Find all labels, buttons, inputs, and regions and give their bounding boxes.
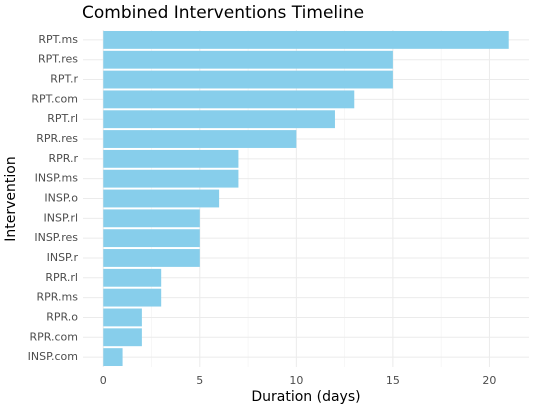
y-tick-label: INSP.r — [47, 251, 79, 264]
y-tick-label: RPR.com — [29, 330, 78, 343]
y-axis-title: Intervention — [3, 156, 19, 241]
y-tick-label: RPR.r — [48, 152, 78, 165]
bar — [103, 110, 335, 129]
bar — [103, 149, 239, 168]
x-tick-label: 0 — [100, 374, 107, 387]
bar — [103, 288, 162, 307]
y-tick-label: RPT.r — [50, 73, 78, 86]
chart-title: Combined Interventions Timeline — [82, 3, 364, 23]
bar — [103, 209, 200, 228]
bar — [103, 308, 142, 327]
y-tick-label: INSP.com — [28, 350, 78, 363]
y-tick-label: RPR.ms — [37, 291, 79, 304]
bar — [103, 50, 393, 69]
y-tick-label: INSP.res — [34, 231, 78, 244]
x-tick-label: 20 — [482, 374, 496, 387]
bar — [103, 90, 355, 109]
bar — [103, 249, 200, 267]
y-tick-label: RPT.com — [31, 92, 78, 105]
y-tick-label: INSP.rl — [44, 211, 78, 224]
bar — [103, 328, 142, 347]
bar — [103, 130, 297, 148]
bar — [103, 189, 220, 208]
bar — [103, 70, 393, 89]
x-axis-title: Duration (days) — [251, 389, 360, 405]
x-tick-label: 10 — [289, 374, 303, 387]
bar — [103, 348, 123, 367]
x-tick-label: 15 — [386, 374, 400, 387]
y-tick-label: RPT.rl — [47, 112, 78, 125]
y-tick-label: INSP.ms — [35, 172, 79, 185]
x-tick-label: 5 — [196, 374, 203, 387]
y-tick-label: RPR.o — [46, 310, 78, 323]
y-tick-label: RPR.res — [36, 132, 78, 145]
bar — [103, 169, 239, 188]
y-tick-label: RPT.ms — [38, 33, 78, 46]
bar — [103, 268, 162, 287]
y-tick-label: INSP.o — [44, 192, 78, 205]
bar — [103, 30, 509, 49]
bar — [103, 229, 200, 248]
y-tick-label: RPR.rl — [45, 271, 78, 284]
y-tick-label: RPT.res — [38, 53, 78, 66]
